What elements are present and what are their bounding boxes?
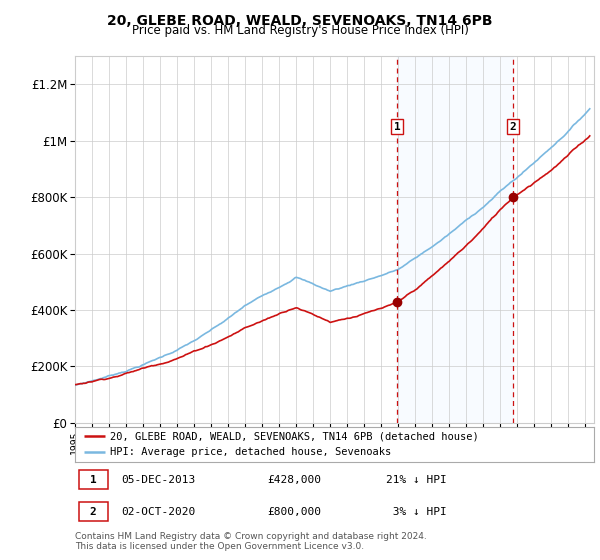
Text: Price paid vs. HM Land Registry's House Price Index (HPI): Price paid vs. HM Land Registry's House … — [131, 24, 469, 37]
Text: 20, GLEBE ROAD, WEALD, SEVENOAKS, TN14 6PB: 20, GLEBE ROAD, WEALD, SEVENOAKS, TN14 6… — [107, 14, 493, 28]
Text: 05-DEC-2013: 05-DEC-2013 — [122, 474, 196, 484]
Text: £428,000: £428,000 — [267, 474, 321, 484]
Text: 02-OCT-2020: 02-OCT-2020 — [122, 507, 196, 517]
FancyBboxPatch shape — [79, 470, 107, 489]
Text: 2: 2 — [510, 122, 517, 132]
Text: 21% ↓ HPI: 21% ↓ HPI — [386, 474, 447, 484]
Text: 20, GLEBE ROAD, WEALD, SEVENOAKS, TN14 6PB (detached house): 20, GLEBE ROAD, WEALD, SEVENOAKS, TN14 6… — [110, 431, 479, 441]
Text: Contains HM Land Registry data © Crown copyright and database right 2024.
This d: Contains HM Land Registry data © Crown c… — [75, 532, 427, 552]
Text: HPI: Average price, detached house, Sevenoaks: HPI: Average price, detached house, Seve… — [110, 447, 392, 458]
Text: £800,000: £800,000 — [267, 507, 321, 517]
Text: 2: 2 — [90, 507, 97, 517]
Bar — [397, 56, 513, 423]
FancyBboxPatch shape — [79, 502, 107, 521]
Text: 1: 1 — [394, 122, 400, 132]
Text: 1: 1 — [90, 474, 97, 484]
Text: 3% ↓ HPI: 3% ↓ HPI — [386, 507, 447, 517]
